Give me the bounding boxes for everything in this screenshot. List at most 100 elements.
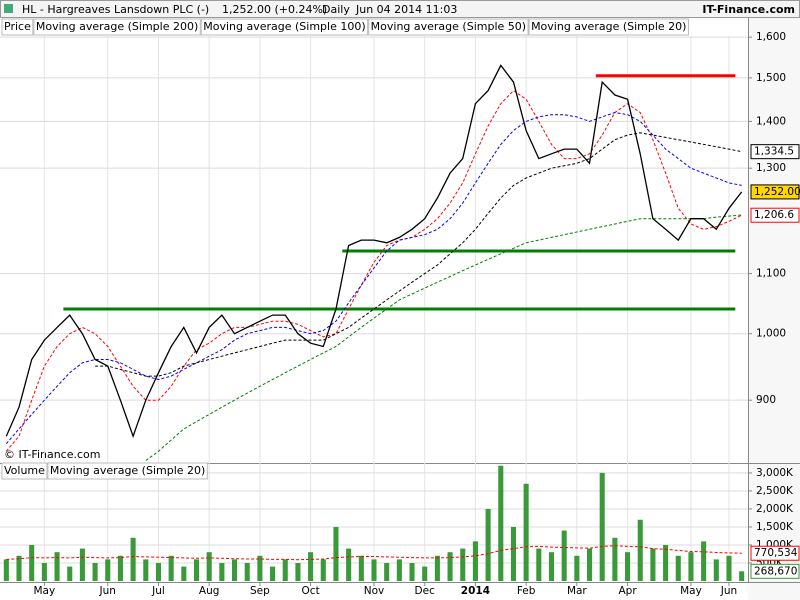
volume-bar [155,562,162,581]
volume-bar [79,548,85,581]
x-tick-label: Sep [250,585,270,597]
legend-box [528,18,689,36]
legend-box [368,18,529,36]
legend-label: Moving average (Simple 20) [50,464,205,477]
volume-bar [586,548,593,581]
header-quote: 1,252.00 (+0.24%) [222,3,327,16]
volume-bar [739,571,745,581]
legend-label: Moving average (Simple 200) [36,20,198,33]
legend-box [47,462,208,480]
volume-bar [726,555,732,581]
volume-bar [92,562,98,581]
x-tick-label: Nov [364,585,385,597]
volume-bar [536,548,542,581]
axis-panel [748,18,800,600]
x-tick-label: May [680,585,702,597]
volume-bar [3,559,9,581]
x-tick-label: Jul [151,585,165,597]
volume-bar [29,544,35,581]
volume-bar [320,559,326,581]
y-tick-label: 1,000 [756,328,786,340]
icon [4,4,13,13]
volume-bar [219,562,225,581]
volume-bar [270,566,276,581]
series-line [5,111,742,445]
y-tick-label: 1,600 [756,31,786,43]
x-tick-label: Jun [99,585,116,597]
volume-bar [650,548,656,581]
x-tick-label: Mar [567,585,587,597]
volume-bar [447,552,453,581]
header-period: Daily [322,3,350,16]
volume-bar [637,519,643,581]
legend-item: Moving average (Simple 20) [528,18,689,36]
volume-bar [105,559,111,581]
volume-bar [308,552,314,581]
volume-bar [257,555,263,581]
legend-box [200,18,369,36]
volume-bar [346,548,352,581]
legend-item: Moving average (Simple 100) [200,18,369,36]
header-date: Jun 04 2014 11:03 [355,3,457,16]
y-tick-label: 900 [756,394,776,406]
series-line [95,132,742,377]
y-tick-label: 1,100 [756,268,786,280]
volume-bar [460,548,466,581]
volume-bar [485,508,491,581]
last-value-label: 1,206.6 [754,209,794,221]
legend-item: Moving average (Simple 20) [47,462,208,480]
last-value-box [750,563,800,579]
volume-bar [54,552,60,581]
volume-bar [498,465,504,581]
y-tick-label: 2,000K [756,503,794,515]
volume-bar [510,526,516,581]
series-line [5,64,743,439]
volume-bar [358,555,364,581]
volume-bar [663,544,669,581]
y-tick-label: 3,000K [756,467,794,479]
last-value-box [750,207,800,223]
volume-bar [422,566,428,581]
volume-bar [612,537,618,581]
series-line [145,214,742,461]
volume-bar [561,530,567,581]
legend-item: Moving average (Simple 200) [33,18,201,36]
legend-label: Price [4,20,31,33]
x-tick-label: Apr [618,585,637,597]
volume-bar [295,562,301,581]
volume-bar [193,559,200,581]
volume-bar [143,559,149,581]
series-line [6,545,742,561]
volume-bar [396,559,402,581]
legend-box [33,18,201,36]
last-value-label: 268,670 [754,565,797,577]
legend-box [1,18,34,36]
header-title: HL - Hargreaves Lansdown PLC (-) [22,3,209,16]
legend-item: Moving average (Simple 50) [368,18,529,36]
volume-bar [472,541,478,581]
volume-bar [244,562,250,581]
legend-box [1,462,48,480]
series-line [5,89,742,452]
volume-bar [675,555,681,581]
brand: IT-Finance.com [702,3,795,16]
last-value-box [750,184,800,200]
volume-bar [130,537,136,581]
volume-bar [282,559,288,581]
volume-bar [16,555,22,581]
volume-bar [117,555,123,581]
last-value-box [750,545,800,561]
watermark: © IT-Finance.com [4,448,101,461]
volume-bar [688,552,694,581]
legend-label: Moving average (Simple 100) [203,20,365,33]
y-tick-label: 1,400 [756,115,786,127]
volume-bar [206,552,212,581]
volume-bar [384,562,390,581]
x-tick-label: Feb [517,585,536,597]
volume-bar [41,562,47,581]
volume-bar [434,555,440,581]
volume-bar [548,552,555,581]
volume-bar [625,552,631,581]
y-tick-label: 1,300 [756,162,786,174]
